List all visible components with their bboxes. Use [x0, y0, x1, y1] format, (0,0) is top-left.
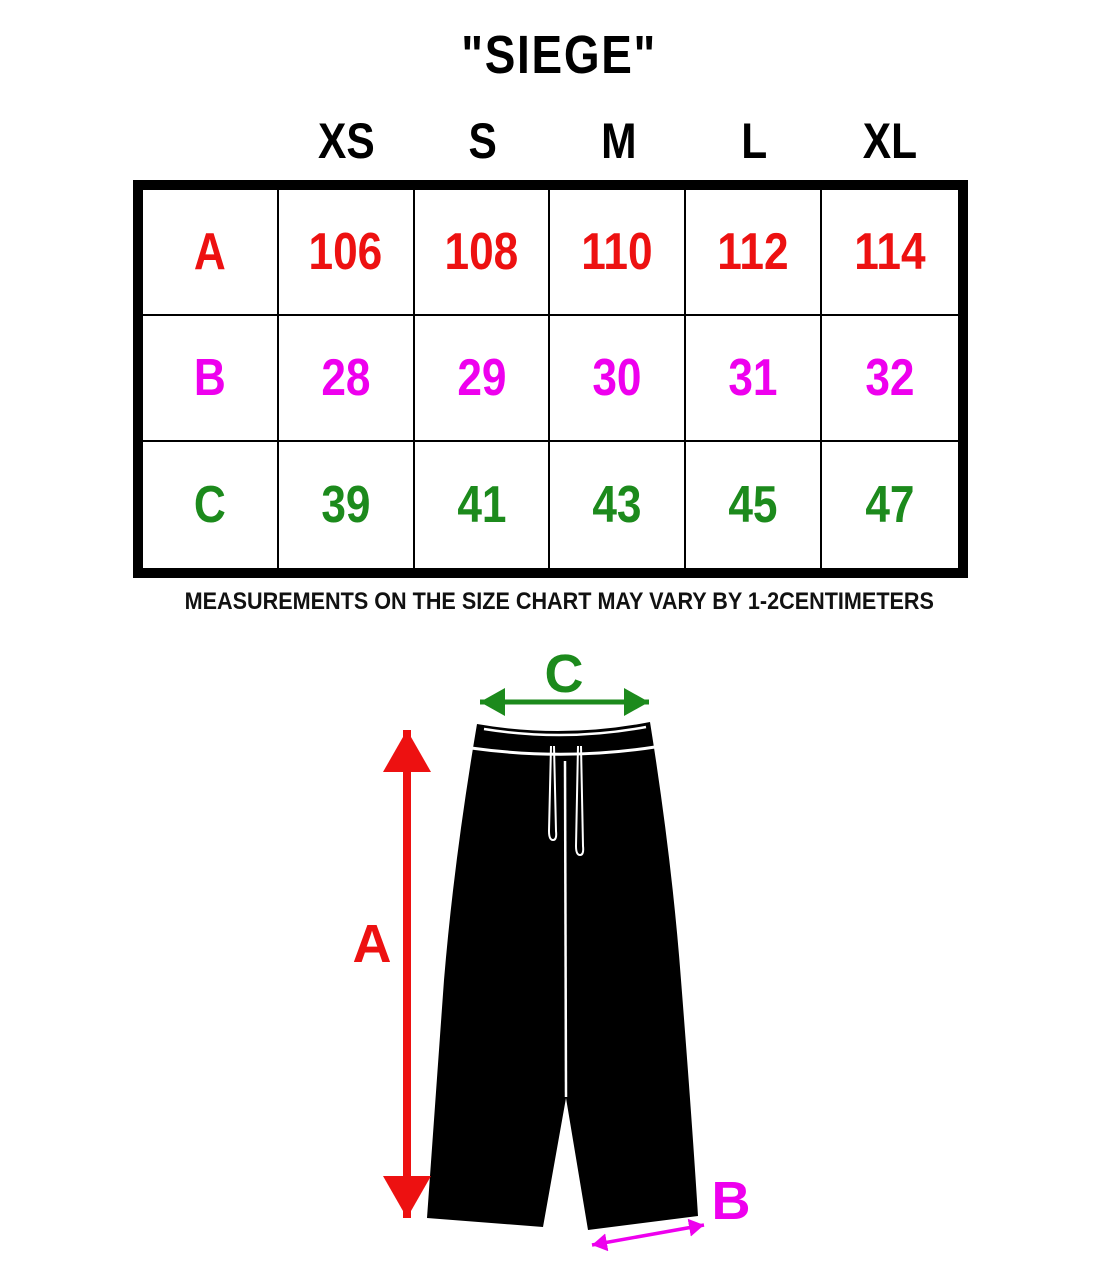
cell-b-xl: 32	[822, 316, 958, 442]
label-c: C	[545, 644, 584, 704]
page-title-text: "SIEGE"	[461, 25, 657, 85]
size-header-xs: XS	[318, 113, 376, 169]
cell-c-m: 43	[550, 442, 687, 568]
measure-arrow-c: C	[480, 644, 649, 716]
cell-b-s: 29	[414, 316, 551, 442]
measure-arrow-a: A	[353, 730, 431, 1218]
size-header-xl: XL	[862, 113, 918, 169]
size-header-s: S	[468, 113, 497, 169]
size-header-m: M	[600, 113, 637, 169]
cell-b-xs: 28	[278, 316, 415, 442]
size-chart-table: A 106 108 110 112 114 B 28 29 30 31 32 C…	[133, 180, 968, 578]
cell-a-xs: 106	[278, 190, 415, 316]
row-label-c: C	[143, 442, 279, 568]
cell-b-m: 30	[550, 316, 687, 442]
row-label-a: A	[143, 190, 279, 316]
waistband-bottom-line	[470, 745, 656, 756]
arrow-b-line	[591, 1218, 705, 1252]
cell-c-s: 41	[415, 442, 551, 568]
cell-a-xl: 114	[822, 190, 958, 316]
cell-c-xl: 47	[865, 476, 915, 534]
waistband-top-line	[483, 725, 647, 737]
pants-silhouette	[427, 722, 698, 1230]
center-crease-line	[563, 760, 568, 1098]
cell-c-l: 45	[686, 442, 823, 568]
size-header-l: L	[741, 113, 768, 169]
measurement-note-text: MEASUREMENTS ON THE SIZE CHART MAY VARY …	[184, 588, 934, 615]
cell-a-m: 110	[550, 190, 687, 316]
cell-b-l: 31	[686, 316, 823, 442]
label-a: A	[353, 914, 392, 974]
cell-c-xs: 39	[279, 442, 415, 568]
size-header-row: XS S M L XL	[143, 104, 958, 170]
row-label-b: B	[143, 316, 279, 442]
page-title: "SIEGE"	[0, 24, 1118, 86]
cell-a-s: 108	[414, 190, 551, 316]
cell-a-l: 112	[686, 190, 823, 316]
label-b: B	[712, 1171, 751, 1231]
measure-arrow-b: B	[591, 1171, 751, 1252]
drawstring-right-icon	[574, 745, 585, 857]
drawstring-left-icon	[547, 745, 558, 842]
measurement-note: MEASUREMENTS ON THE SIZE CHART MAY VARY …	[0, 588, 1118, 616]
